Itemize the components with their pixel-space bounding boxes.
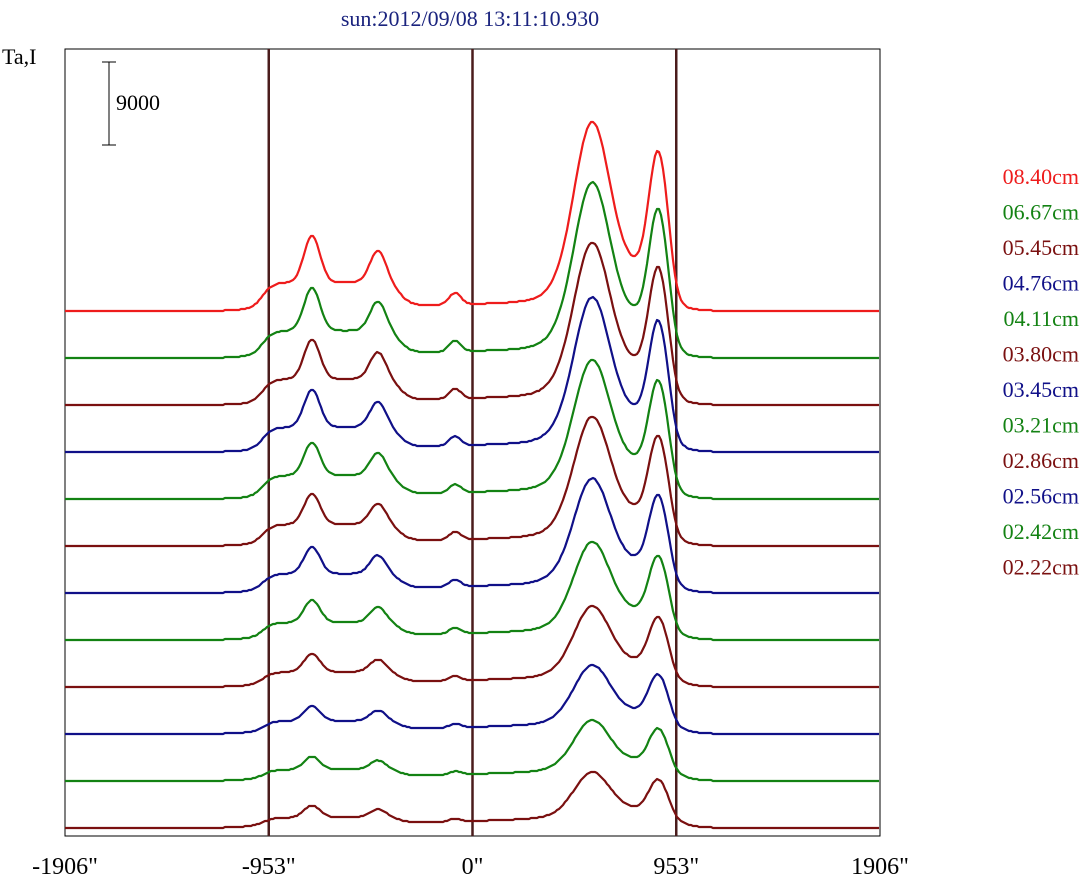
series-line-02.86cm <box>65 604 879 689</box>
legend-entry: 05.45cm <box>1003 235 1079 260</box>
series-line-06.67cm <box>65 180 879 360</box>
x-tick-label: 1906" <box>851 854 909 880</box>
legend-entry: 02.22cm <box>1003 555 1079 580</box>
series-line-02.56cm <box>65 663 879 736</box>
legend: 08.40cm 06.67cm 05.45cm 04.76cm 04.11cm 03.80… <box>1003 164 1079 580</box>
legend-entry: 06.67cm <box>1003 200 1079 225</box>
series-line-03.21cm <box>65 540 879 642</box>
scale-bar-label: 9000 <box>116 90 160 115</box>
x-tick-label: -1906" <box>32 854 98 880</box>
series-line-08.40cm <box>65 120 879 313</box>
series-line-03.45cm <box>65 476 879 595</box>
chart-title: sun:2012/09/08 13:11:10.930 <box>341 6 599 31</box>
x-tick-label: 953" <box>653 854 699 880</box>
legend-entry: 02.56cm <box>1003 484 1079 509</box>
series-line-04.11cm <box>65 358 879 501</box>
series-line-02.42cm <box>65 718 879 783</box>
x-tick-label: 0" <box>462 854 484 880</box>
series-curves <box>65 120 879 830</box>
x-tick-labels: -1906" -953" 0" 953" 1906" <box>32 854 909 880</box>
y-axis-label: Ta,I <box>2 44 37 69</box>
series-line-05.45cm <box>65 241 879 407</box>
vertical-lines <box>267 49 678 836</box>
series-line-02.22cm <box>65 770 879 830</box>
legend-entry: 03.45cm <box>1003 377 1079 402</box>
legend-entry: 02.86cm <box>1003 448 1079 473</box>
legend-entry: 02.42cm <box>1003 519 1079 544</box>
legend-entry: 04.76cm <box>1003 271 1079 296</box>
scale-bar: 9000 <box>102 61 160 146</box>
legend-entry: 08.40cm <box>1003 164 1079 189</box>
series-line-03.80cm <box>65 415 879 548</box>
legend-entry: 03.21cm <box>1003 413 1079 438</box>
x-tick-label: -953" <box>242 854 296 880</box>
series-line-04.76cm <box>65 295 879 454</box>
legend-entry: 03.80cm <box>1003 342 1079 367</box>
legend-entry: 04.11cm <box>1003 306 1079 331</box>
